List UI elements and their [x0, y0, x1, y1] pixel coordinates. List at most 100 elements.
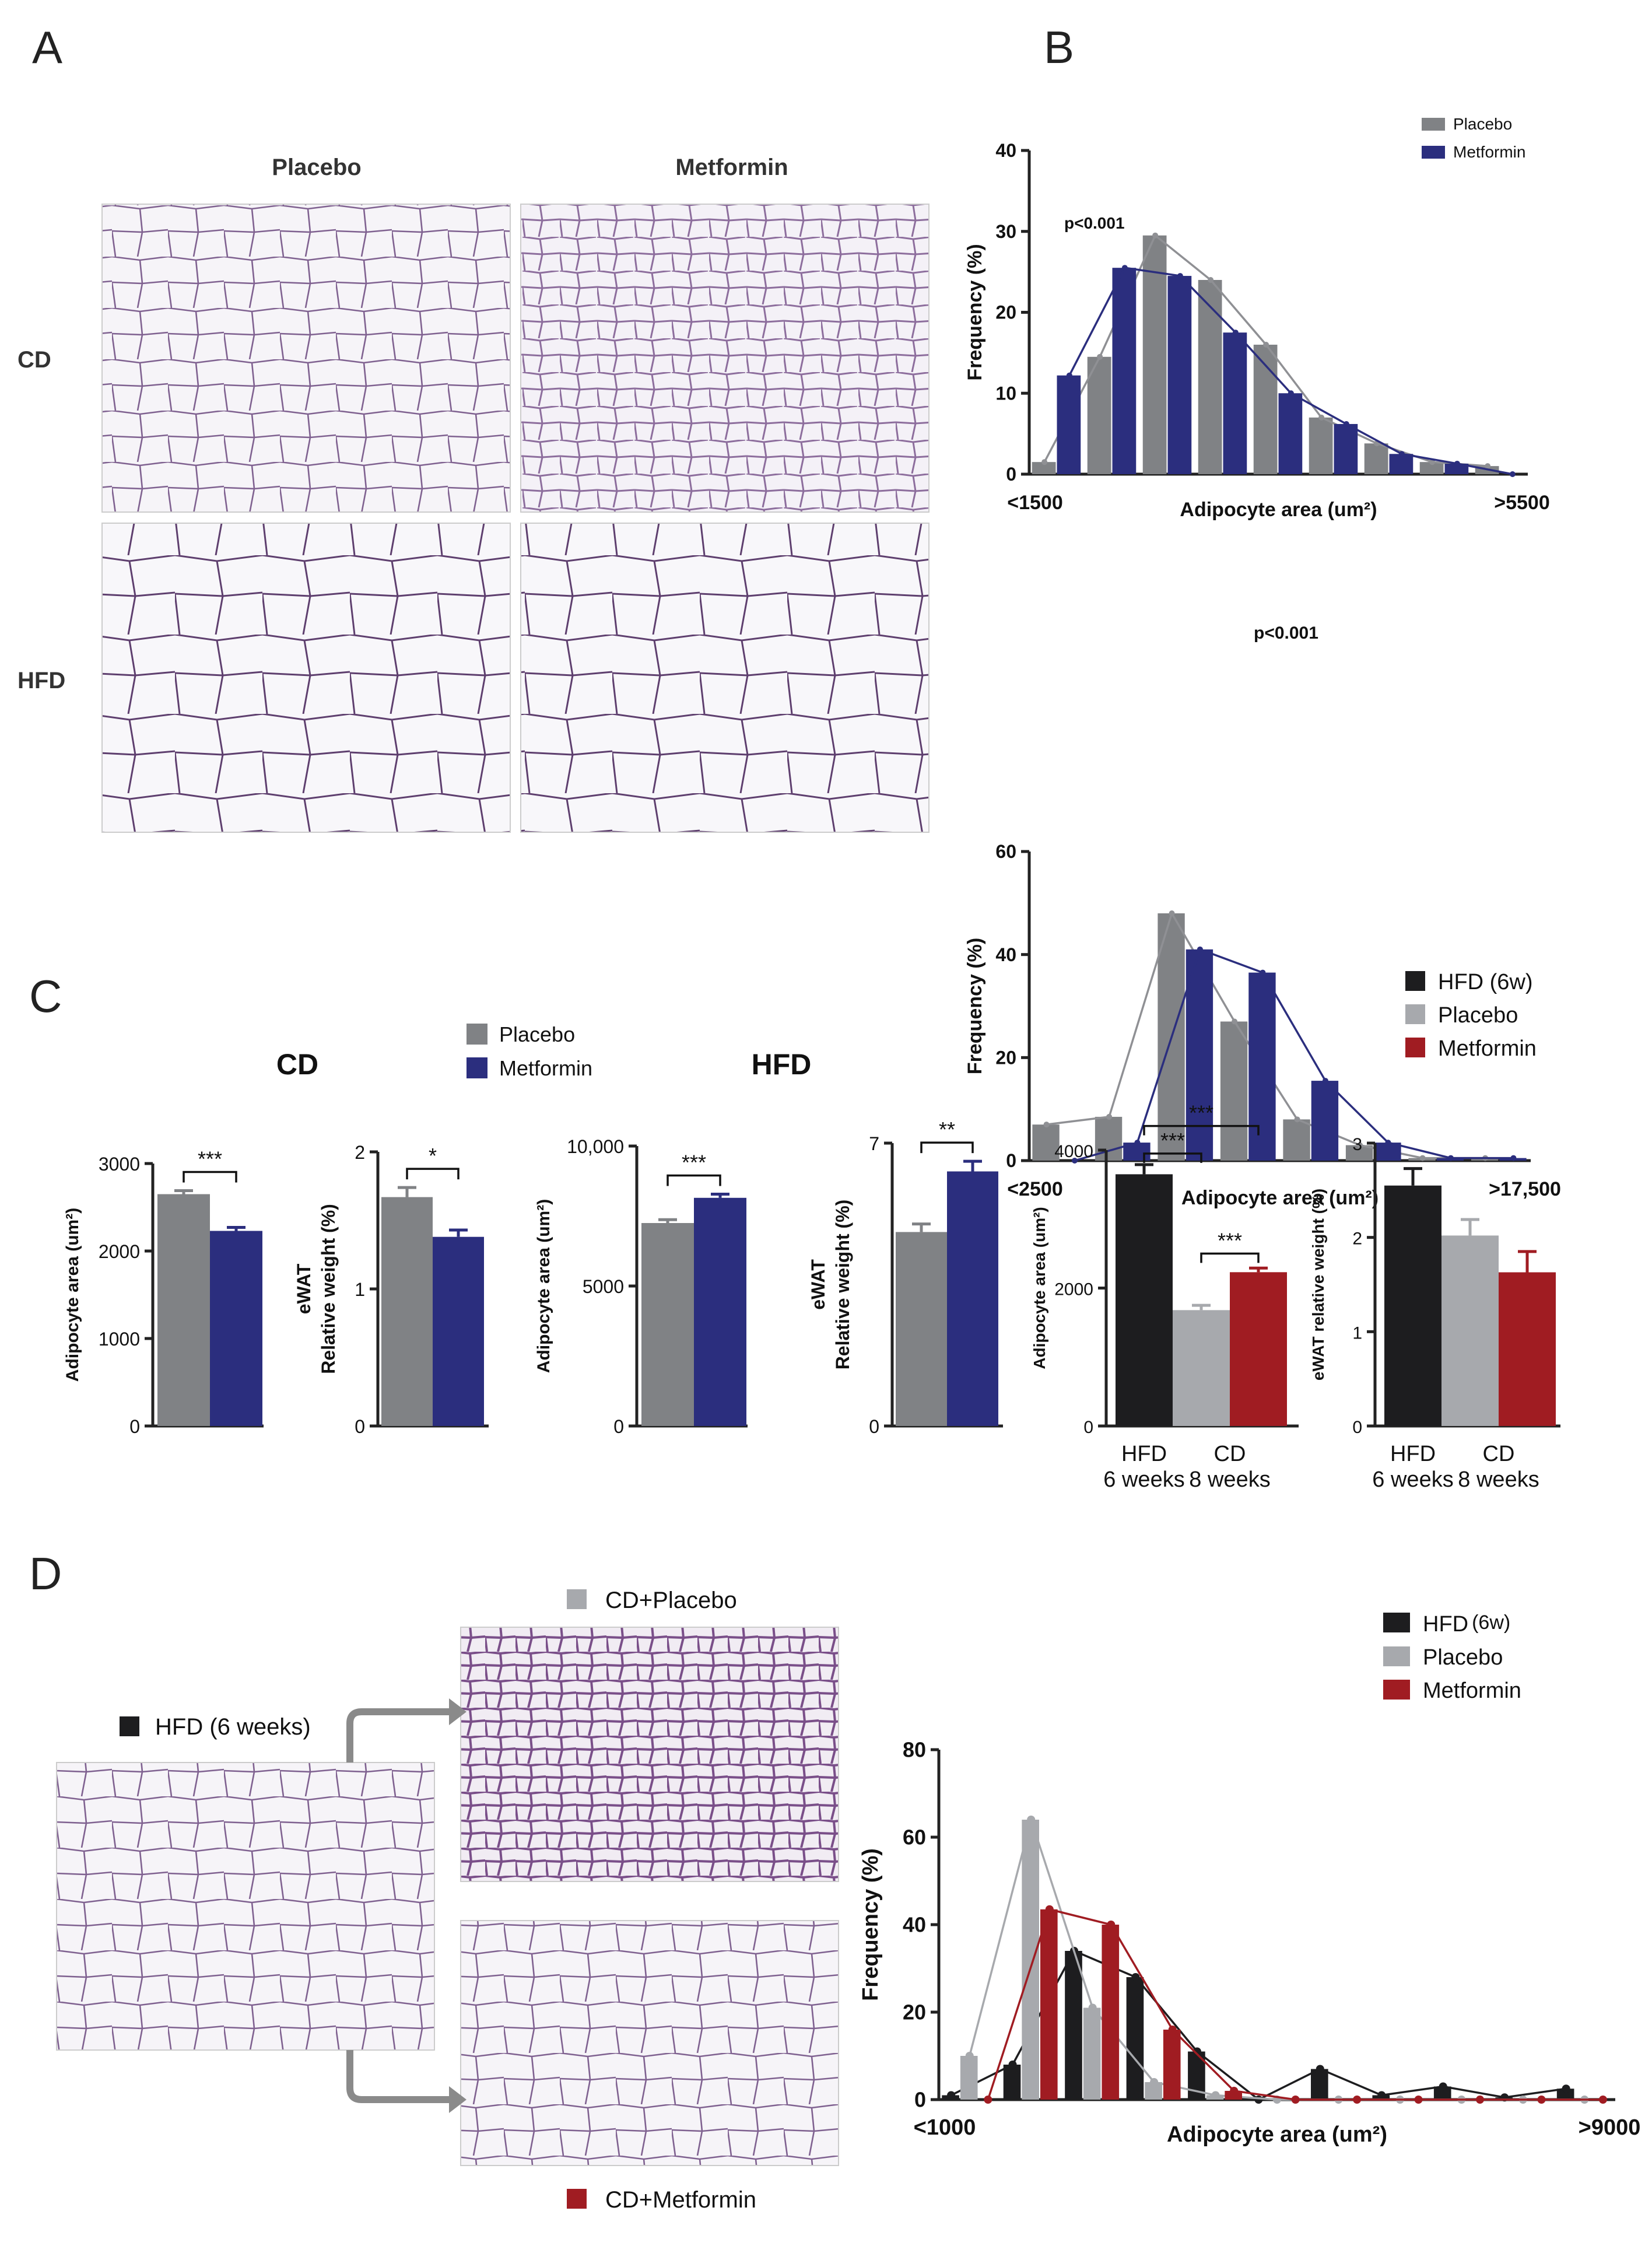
x-group-label: CD	[1214, 1442, 1246, 1466]
series-point-b_top-s1	[1343, 421, 1349, 427]
series-point-b_bottom-s1	[1447, 1155, 1454, 1161]
bar-c6-2	[1499, 1272, 1556, 1426]
y-tick-label: 10	[995, 383, 1016, 404]
significance-stars: *	[429, 1144, 437, 1168]
bar-b_bottom-s0	[1283, 1119, 1310, 1161]
x-last-label: >5500	[1494, 492, 1550, 514]
panel-letter-d: D	[29, 1548, 62, 1599]
y-tick-label: 20	[995, 302, 1016, 323]
series-point-d-s0	[1254, 2096, 1263, 2104]
y-tick-label: 2	[1352, 1229, 1362, 1249]
y-axis-title: Relative weight (%)	[318, 1204, 339, 1374]
histology-image-cd-metformin	[520, 204, 930, 513]
significance-stars: **	[939, 1117, 955, 1141]
y-tick-label: 60	[995, 841, 1016, 862]
bar-d-s1	[1022, 1820, 1039, 2100]
y-tick-label: 1	[1352, 1323, 1362, 1343]
series-point-b_bottom-s1	[1385, 1140, 1391, 1146]
bar-b_top-s1	[1223, 332, 1247, 474]
y-tick-label: 4000	[1054, 1142, 1093, 1161]
series-point-d-s2	[1414, 2096, 1423, 2104]
x-axis-title: Adipocyte area (um²)	[1181, 1187, 1379, 1209]
legend-d-label-hfd: HFD (6w)	[1423, 1611, 1510, 1637]
series-point-d-s0	[1562, 2084, 1570, 2093]
series-point-d-s2	[1168, 2026, 1177, 2034]
series-point-b_top-s0	[1041, 459, 1048, 465]
series-point-d-s0	[1192, 2047, 1201, 2056]
y-tick-label: 3	[1352, 1135, 1362, 1154]
legend-d-swatch-placebo	[1383, 1646, 1410, 1666]
bar-b_bottom-s1	[1248, 972, 1276, 1161]
x-group-label: CD	[1483, 1442, 1515, 1466]
y-tick-label: 0	[1006, 1150, 1016, 1171]
x-first-label: <1500	[1007, 492, 1063, 514]
series-point-d-s2	[1598, 2096, 1607, 2104]
y-axis-title: Frequency (%)	[858, 1848, 883, 2001]
y-tick-label: 3000	[99, 1154, 140, 1175]
series-point-b_top-s1	[1066, 372, 1072, 379]
bar-b_top-s0	[1087, 356, 1111, 474]
d-label-hfd-swatch	[120, 1716, 139, 1736]
bar-b_top-s0	[1142, 235, 1167, 474]
series-point-b_bottom-s1	[1322, 1078, 1328, 1084]
series-point-b_top-s1	[1398, 451, 1405, 457]
bar-d-s2	[1040, 1909, 1058, 2100]
histology-image-cd-placebo-d	[460, 1627, 839, 1882]
y-tick-label: 80	[903, 1738, 926, 1762]
y-tick-label: 30	[995, 221, 1016, 242]
series-point-b_top-s0	[1263, 342, 1269, 348]
series-point-d-s0	[1131, 1973, 1140, 1981]
title-cd: CD	[276, 1048, 318, 1081]
series-point-b_top-s1	[1121, 265, 1128, 271]
x-group-label: HFD	[1390, 1442, 1436, 1466]
histology-image-hfd-metformin	[520, 523, 930, 833]
y-axis-title: Adipocyte area (um²)	[63, 1208, 82, 1382]
row-header-cd: CD	[17, 347, 51, 373]
series-point-b_top-s0	[1429, 459, 1436, 465]
series-point-d-s1	[1211, 2091, 1220, 2100]
legend-label-placebo: Placebo	[1453, 115, 1512, 133]
significance-bracket	[183, 1171, 237, 1183]
legend-swatch-metformin	[1422, 146, 1445, 159]
y-tick-label: 0	[1006, 464, 1016, 485]
y-tick-label: 40	[903, 1913, 926, 1937]
chart-c1: 0 1000 2000 3000 *** Adipocyte area (um²)	[63, 1147, 264, 1437]
significance-bracket	[1200, 1252, 1260, 1263]
bar-c5-0	[1116, 1174, 1173, 1426]
legend-c2-label-metformin: Metformin	[1438, 1036, 1537, 1061]
histology-image-hfd-d	[56, 1762, 435, 2051]
chart-c4: 0 7 ** Relative weight (%)eWAT	[808, 1117, 1003, 1437]
arrow-head-placebo	[449, 1698, 467, 1725]
bar-d-s0	[1433, 2086, 1451, 2100]
y-tick-label: 40	[995, 944, 1016, 965]
bar-d-s2	[1163, 2030, 1181, 2100]
series-point-b_bottom-s1	[1260, 969, 1266, 976]
x-group-label: 6 weeks	[1103, 1467, 1184, 1492]
series-point-d-s1	[1027, 1816, 1036, 1824]
series-point-d-s1	[965, 2052, 974, 2060]
series-point-d-s0	[1439, 2082, 1447, 2091]
y-tick-label: 0	[869, 1416, 879, 1437]
bar-d-s0	[1126, 1977, 1144, 2100]
legend-c-swatch-placebo	[467, 1024, 487, 1045]
x-first-label: <1000	[914, 2115, 976, 2140]
d-label-metformin-swatch	[567, 2189, 587, 2209]
legend-d-swatch-hfd	[1383, 1613, 1410, 1632]
bar-b_top-s1	[1278, 393, 1303, 474]
bar-c3-0	[641, 1223, 694, 1426]
series-point-b_bottom-s0	[1357, 1142, 1363, 1148]
bar-c3-1	[694, 1197, 746, 1426]
legend-c-label-placebo: Placebo	[499, 1022, 575, 1046]
legend-d-label-hfd-main: HFD	[1423, 1612, 1468, 1637]
arrow-to-metformin	[346, 2050, 449, 2103]
series-point-b_top-s1	[1232, 330, 1239, 336]
series-point-d-s0	[947, 2091, 956, 2100]
y-tick-label: 10,000	[567, 1136, 624, 1157]
series-point-b_bottom-s0	[1106, 1113, 1113, 1120]
bar-c1-0	[157, 1194, 210, 1426]
x-first-label: <2500	[1007, 1178, 1063, 1200]
arrow-head-metformin	[449, 2086, 467, 2113]
y-tick-label: 0	[129, 1416, 140, 1437]
